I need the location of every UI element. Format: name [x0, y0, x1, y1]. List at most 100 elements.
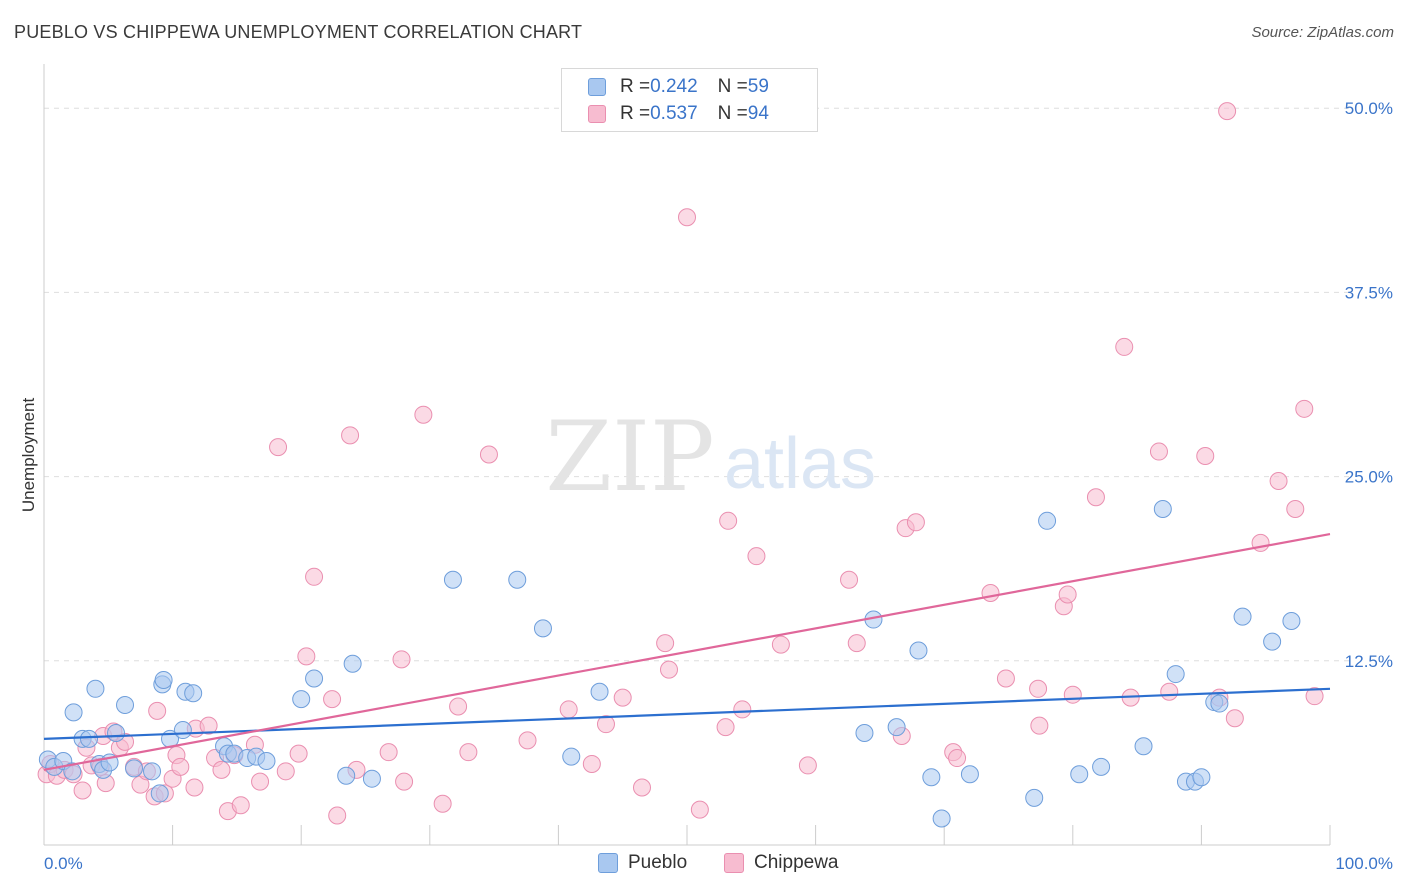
- pueblo-point-7: [86, 679, 105, 698]
- pueblo-point-57: [1233, 607, 1252, 626]
- pueblo-point-19: [173, 721, 192, 740]
- chippewa-n-value: 94: [747, 103, 769, 124]
- pueblo-n-value: 59: [747, 76, 769, 97]
- chippewa-point-73: [981, 584, 1000, 603]
- pueblo-r-label: R =: [620, 76, 651, 97]
- chippewa-point-90: [1269, 472, 1288, 491]
- chippewa-point-80: [1086, 488, 1105, 507]
- chippewa-point-32: [251, 772, 270, 791]
- pueblo-point-33: [443, 570, 462, 589]
- y-tick-label-3: 50.0%: [1345, 99, 1393, 118]
- pueblo-point-15: [150, 784, 169, 803]
- y-tick-label-2: 37.5%: [1345, 283, 1393, 302]
- chippewa-r-value: 0.537: [650, 103, 698, 124]
- chippewa-point-57: [659, 660, 678, 679]
- chippewa-point-37: [305, 567, 324, 586]
- chippewa-point-91: [1286, 500, 1305, 519]
- pueblo-point-34: [508, 570, 527, 589]
- watermark: ZIP atlas: [545, 401, 876, 513]
- chippewa-point-75: [1029, 679, 1048, 698]
- chippewa-point-72: [948, 749, 967, 768]
- pueblo-legend-swatch: [598, 853, 618, 873]
- chippewa-point-59: [690, 800, 709, 819]
- chippewa-point-62: [733, 700, 752, 719]
- chippewa-point-52: [582, 754, 601, 773]
- chippewa-point-60: [716, 718, 735, 737]
- pueblo-trend-line: [43, 687, 1331, 741]
- pueblo-point-14: [143, 762, 162, 781]
- chippewa-point-84: [1160, 682, 1179, 701]
- pueblo-point-50: [1153, 500, 1172, 519]
- tick-labels: 12.5% 25.0% 37.5% 50.0% 0.0% 100.0%: [44, 99, 1393, 873]
- chippewa-point-61: [719, 511, 738, 530]
- pueblo-point-41: [909, 641, 928, 660]
- trend-lines: [43, 532, 1331, 771]
- pueblo-point-59: [1282, 612, 1301, 631]
- watermark-atlas: atlas: [724, 424, 876, 504]
- chippewa-point-66: [840, 570, 859, 589]
- chippewa-point-49: [479, 445, 498, 464]
- chippewa-point-40: [341, 426, 360, 445]
- chippewa-point-53: [596, 715, 615, 734]
- chippewa-point-54: [613, 688, 632, 707]
- pueblo-point-49: [1134, 737, 1153, 756]
- pueblo-point-32: [362, 769, 381, 788]
- pueblo-point-31: [343, 654, 362, 673]
- chippewa-point-50: [518, 731, 537, 750]
- y-axis-label: Unemployment: [19, 398, 38, 513]
- chippewa-n-label: N =: [717, 103, 748, 124]
- pueblo-point-45: [1025, 788, 1044, 807]
- chippewa-point-58: [678, 208, 696, 227]
- pueblo-n-label: N =: [717, 76, 748, 97]
- chippewa-point-38: [323, 690, 342, 709]
- pueblo-point-21: [184, 684, 203, 703]
- legend-row-chippewa: R = 0.537 N = 94: [588, 102, 769, 126]
- pueblo-point-35: [533, 619, 552, 638]
- chippewa-swatch: [588, 105, 606, 123]
- pueblo-point-51: [1166, 665, 1185, 684]
- pueblo-point-13: [125, 759, 144, 778]
- pueblo-point-43: [932, 809, 951, 828]
- chippewa-point-65: [798, 756, 817, 775]
- legend-row-pueblo: R = 0.242 N = 59: [588, 75, 769, 99]
- x-tick-label-max: 100.0%: [1335, 854, 1393, 873]
- y-tick-label-1: 25.0%: [1345, 468, 1393, 487]
- chippewa-r-label: R =: [620, 103, 651, 124]
- chippewa-legend-label: Chippewa: [754, 852, 839, 873]
- chippewa-trend-line: [43, 532, 1331, 771]
- pueblo-point-36: [562, 747, 581, 766]
- chippewa-point-39: [328, 806, 347, 825]
- pueblo-point-3: [63, 762, 82, 781]
- chippewa-point-43: [392, 650, 411, 669]
- chippewa-point-76: [1030, 716, 1049, 735]
- pueblo-points: [38, 500, 1301, 828]
- chippewa-point-87: [1218, 102, 1237, 121]
- chippewa-point-25: [199, 716, 218, 735]
- chippewa-point-63: [747, 547, 766, 566]
- pueblo-point-47: [1070, 765, 1089, 784]
- chippewa-point-30: [231, 796, 250, 815]
- pueblo-point-29: [305, 669, 324, 688]
- legend-item-chippewa: Chippewa: [724, 852, 839, 874]
- chippewa-point-81: [1115, 337, 1134, 356]
- chippewa-point-55: [632, 778, 651, 797]
- chippewa-point-22: [171, 757, 190, 776]
- pueblo-point-48: [1092, 757, 1111, 776]
- pueblo-point-44: [960, 765, 979, 784]
- chippewa-point-5: [73, 781, 92, 800]
- chippewa-point-64: [771, 635, 790, 654]
- pueblo-point-28: [292, 690, 311, 709]
- source-label: Source: ZipAtlas.com: [1251, 24, 1394, 41]
- pueblo-r-value: 0.242: [650, 76, 698, 97]
- pueblo-point-42: [922, 768, 941, 787]
- pueblo-point-12: [116, 696, 135, 715]
- chippewa-point-51: [559, 700, 578, 719]
- chippewa-point-70: [906, 513, 925, 532]
- chippewa-point-93: [1305, 687, 1324, 706]
- chippewa-point-36: [297, 647, 316, 666]
- pueblo-point-38: [855, 724, 874, 743]
- chippewa-point-34: [276, 762, 295, 781]
- x-tick-label-min: 0.0%: [44, 854, 83, 873]
- pueblo-point-30: [337, 766, 356, 785]
